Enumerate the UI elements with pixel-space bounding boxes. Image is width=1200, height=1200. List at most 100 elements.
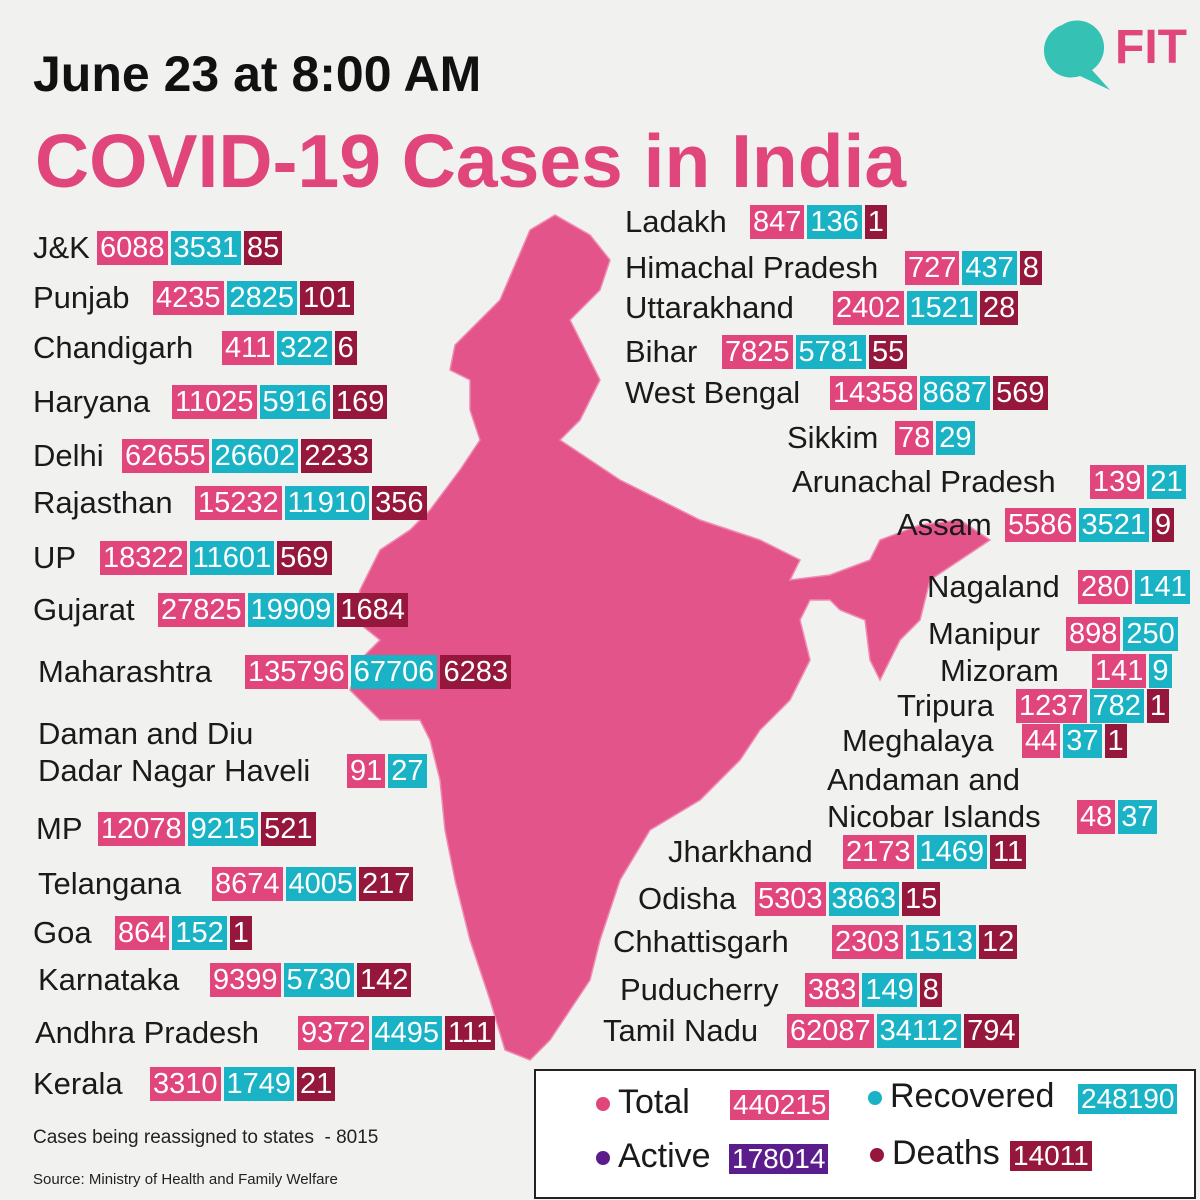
recovered-count: 1749: [223, 1067, 295, 1101]
state-name: Manipur: [928, 616, 1040, 651]
total-count: 5303: [755, 882, 826, 916]
deaths-count: 1: [229, 916, 252, 950]
total-count: 14358: [830, 376, 917, 410]
state-values: 6088 3531 85: [97, 231, 283, 265]
state-values: 139 21: [1090, 465, 1186, 499]
deaths-count: 521: [261, 812, 316, 846]
deaths-count: 1684: [337, 593, 408, 627]
state-name: Mizoram: [940, 653, 1059, 688]
state-values: 135796 67706 6283: [245, 655, 511, 689]
recovered-count: 2825: [226, 281, 298, 315]
state-name: Gujarat: [33, 592, 135, 627]
state-name: Maharashtra: [38, 654, 213, 689]
total-count: 11025: [172, 385, 257, 419]
recovered-count: 26602: [211, 439, 299, 473]
state-values: 898 250: [1066, 617, 1178, 651]
state-name: Delhi: [33, 438, 104, 473]
state-name: Daman and Diu: [38, 716, 254, 751]
state-name: Dadar Nagar Haveli: [38, 753, 311, 788]
state-values: 8674 4005 217: [212, 867, 414, 901]
state-values: 411 322 6: [222, 331, 357, 365]
recovered-count: 149: [862, 973, 917, 1007]
total-count: 91: [347, 754, 386, 788]
note: Cases being reassigned to states - 8015: [33, 1127, 379, 1148]
legend-label: Active: [618, 1137, 711, 1175]
total-count: 15232: [195, 486, 282, 520]
recovered-count: 3531: [170, 231, 242, 265]
deaths-count: 9: [1152, 508, 1175, 542]
recovered-count: 9215: [187, 812, 259, 846]
state-name: Jharkhand: [668, 834, 813, 869]
state-name: Haryana: [33, 384, 151, 419]
total-count: 864: [115, 916, 170, 950]
legend-value: 14011: [1010, 1141, 1092, 1171]
total-count: 135796: [245, 655, 348, 689]
state-values: 44 37 1: [1022, 724, 1127, 758]
total-count: 78: [895, 421, 934, 455]
state-values: 18322 11601 569: [100, 541, 332, 575]
deaths-count: 794: [964, 1014, 1019, 1048]
state-values: 62655 26602 2233: [122, 439, 372, 473]
state-name: Nicobar Islands: [827, 799, 1041, 834]
legend-label: Total: [618, 1083, 690, 1121]
total-count: 62655: [122, 439, 209, 473]
state-values: 1237 782 1: [1016, 689, 1170, 723]
title: COVID-19 Cases in India: [35, 119, 907, 203]
total-count: 7825: [722, 335, 793, 369]
total-count: 280: [1078, 570, 1133, 604]
deaths-count: 85: [244, 231, 283, 265]
state-values: 12078 9215 521: [98, 812, 316, 846]
recovered-count: 5730: [283, 963, 355, 997]
state-name: Arunachal Pradesh: [792, 464, 1056, 499]
state-name: Tamil Nadu: [603, 1013, 759, 1048]
recovered-count: 67706: [350, 655, 438, 689]
deaths-count: 12: [979, 925, 1018, 959]
total-count: 898: [1066, 617, 1121, 651]
deaths-count: 217: [359, 867, 414, 901]
recovered-count: 21: [1147, 465, 1186, 499]
legend-dot: [868, 1091, 882, 1105]
source: Source: Ministry of Health and Family We…: [33, 1171, 338, 1188]
total-count: 3310: [150, 1067, 221, 1101]
state-name: Chandigarh: [33, 330, 194, 365]
state-name: West Bengal: [625, 375, 801, 410]
state-values: 2402 1521 28: [833, 291, 1019, 325]
state-values: 7825 5781 55: [722, 335, 908, 369]
legend-value: 178014: [729, 1144, 829, 1174]
state-values: 280 141: [1078, 570, 1190, 604]
deaths-count: 28: [980, 291, 1019, 325]
legend-dot: [596, 1151, 610, 1165]
legend-value: 440215: [730, 1090, 830, 1120]
total-count: 5586: [1005, 508, 1076, 542]
legend-value: 248190: [1078, 1084, 1178, 1114]
logo-icon: [1043, 20, 1110, 90]
state-name: Uttarakhand: [625, 290, 794, 325]
state-values: 3310 1749 21: [150, 1067, 336, 1101]
total-count: 48: [1077, 800, 1116, 834]
total-count: 27825: [158, 593, 245, 627]
recovered-count: 19909: [247, 593, 335, 627]
recovered-count: 3521: [1078, 508, 1150, 542]
total-count: 12078: [98, 812, 185, 846]
total-count: 44: [1022, 724, 1061, 758]
total-count: 2303: [832, 925, 903, 959]
deaths-count: 1: [864, 205, 887, 239]
state-values: 48 37: [1077, 800, 1157, 834]
state-name: Andaman and: [827, 762, 1021, 797]
total-count: 847: [750, 205, 805, 239]
total-count: 411: [222, 331, 275, 365]
recovered-count: 37: [1118, 800, 1157, 834]
state-name: Kerala: [33, 1066, 123, 1101]
state-values: 864 152 1: [115, 916, 252, 950]
deaths-count: 111: [445, 1016, 496, 1050]
deaths-count: 1: [1146, 689, 1170, 723]
legend-label: Deaths: [892, 1134, 1000, 1172]
state-name: Karnataka: [38, 962, 180, 997]
recovered-count: 1513: [905, 925, 977, 959]
deaths-count: 356: [372, 486, 427, 520]
state-name: Bihar: [625, 334, 698, 369]
state-values: 2303 1513 12: [832, 925, 1018, 959]
state-name: Telangana: [38, 866, 182, 901]
recovered-count: 1521: [906, 291, 978, 325]
